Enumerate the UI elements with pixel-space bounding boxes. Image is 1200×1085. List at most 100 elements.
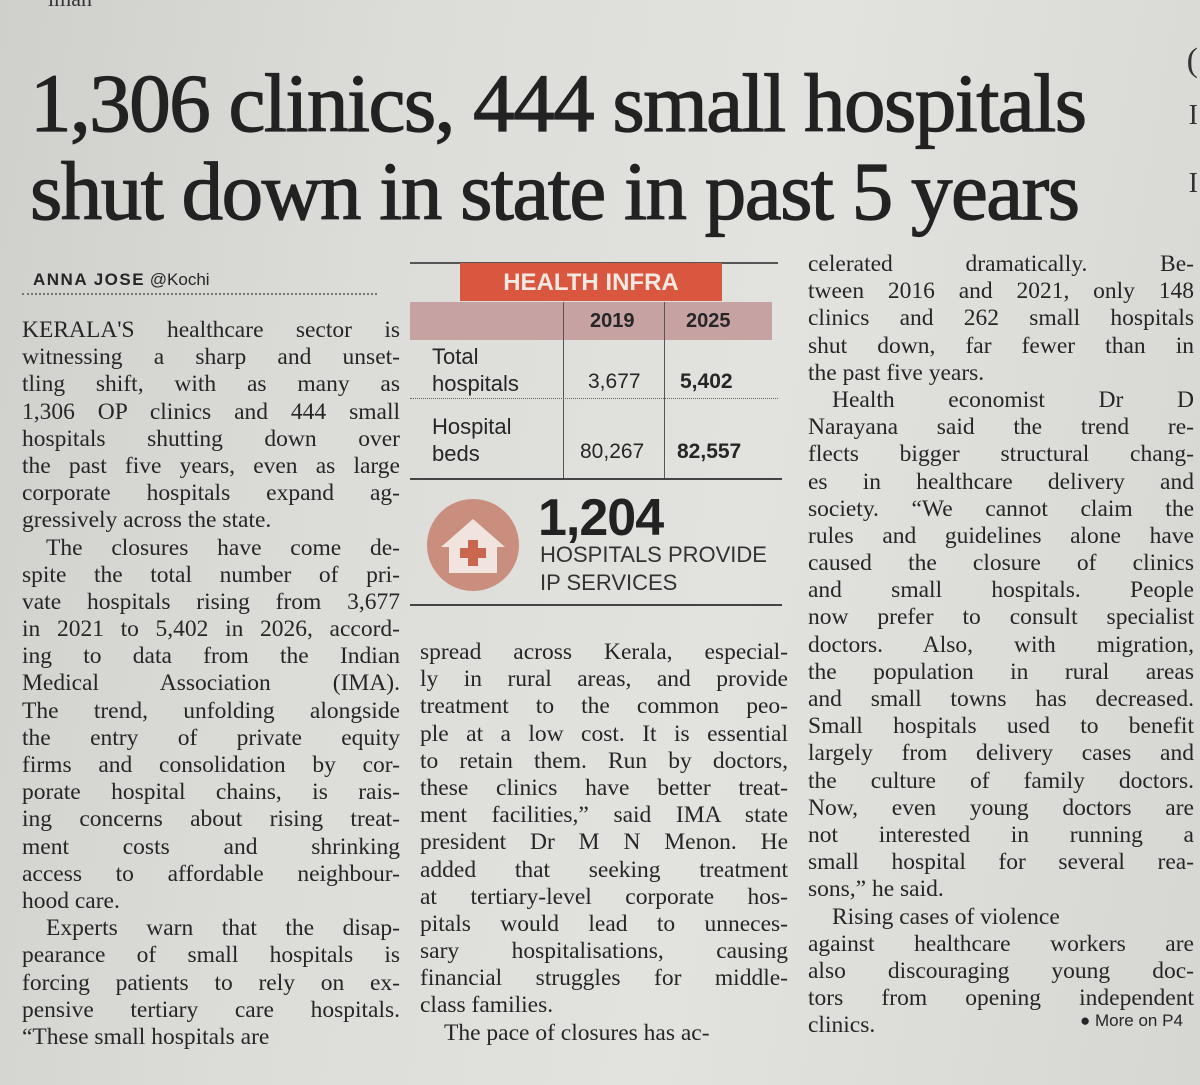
- article-text-line: celerated dramatically. Be-: [808, 251, 1194, 277]
- article-text-line: spite the total number of pri-: [22, 561, 400, 588]
- article-text-line: “These small hospitals are: [22, 1023, 270, 1050]
- article-text-line: KERALA'S healthcare sector is: [22, 317, 400, 343]
- row-label-line: Hospital: [432, 414, 512, 439]
- article-text-line: clinics.: [808, 1012, 876, 1039]
- article-text-line: rules and guidelines alone have: [808, 522, 1194, 549]
- article-text-line: Medical Association (IMA).: [22, 670, 400, 697]
- article-column-2: spread across Kerala, especial-ly in rur…: [420, 639, 788, 1047]
- article-text-line: now prefer to consult specialist: [808, 604, 1194, 631]
- article-text-line: the population in rural areas: [808, 658, 1194, 685]
- article-text-line: pensive tertiary care hospitals.: [22, 996, 400, 1023]
- article-column-1: KERALA'S healthcare sector is witnessing …: [22, 317, 400, 1051]
- table-header-band: [410, 302, 772, 340]
- article-text-line: ment facilities,” said IMA state: [420, 802, 788, 829]
- article-text-line: treatment to the common peo-: [420, 693, 788, 720]
- article-text-line: pitals would lead to unneces-: [420, 910, 788, 937]
- article-text-line: flects bigger structural chang-: [808, 441, 1194, 468]
- article-text-line: pearance of small hospitals is: [22, 942, 400, 969]
- article-text-line: sary hospitalisations, causing: [420, 938, 788, 965]
- article-text-line: small hospital for several rea-: [808, 849, 1194, 876]
- article-text-line: the past five years.: [808, 359, 985, 386]
- year-header-2025: 2025: [686, 310, 731, 332]
- article-text-line: Small hospitals used to benefit: [808, 713, 1194, 740]
- column-divider: [563, 302, 564, 478]
- adjacent-article-fragment: I: [1188, 168, 1198, 199]
- infobox-title: HEALTH INFRA: [460, 263, 722, 301]
- article-text-line: the culture of family doctors.: [808, 767, 1194, 794]
- article-text-line: Now, even young doctors are: [808, 794, 1194, 821]
- article-text-line: access to affordable neighbour-: [22, 860, 400, 887]
- article-text-line: shut down, far fewer than in: [808, 332, 1194, 359]
- byline: ANNA JOSE @Kochi: [33, 270, 210, 290]
- article-text-line: corporate hospitals expand ag-: [22, 480, 400, 507]
- article-text-line: gressively across the state.: [22, 507, 272, 534]
- article-text-line: and small towns has decreased.: [808, 686, 1194, 712]
- article-text-line: sons,” he said.: [808, 876, 944, 903]
- ip-hospitals-caption: HOSPITALS PROVIDE IP SERVICES: [540, 541, 767, 597]
- adjacent-article-fragment: (: [1186, 42, 1198, 79]
- article-text-line: forcing patients to rely on ex-: [22, 969, 400, 996]
- adjacent-article-fragment: I: [1188, 100, 1198, 131]
- article-column-3: celerated dramatically. Be-tween 2016 an…: [808, 251, 1194, 1039]
- article-text-line: and small hospitals. People: [808, 577, 1194, 604]
- health-infra-infobox: HEALTH INFRA 2019 2025 Total hospitals 3…: [410, 262, 782, 607]
- year-header-2019: 2019: [590, 310, 635, 332]
- article-text-line: 1,306 OP clinics and 444 small: [22, 398, 400, 425]
- continuation-note: ● More on P4: [1080, 1011, 1183, 1031]
- article-text-line: tors from opening independent: [808, 985, 1194, 1012]
- article-text-line: clinics and 262 small hospitals: [808, 305, 1194, 332]
- article-text-line: Narayana said the trend re-: [808, 414, 1194, 441]
- article-text-line: firms and consolidation by cor-: [22, 752, 400, 778]
- total-hospitals-2025: 5,402: [680, 370, 733, 393]
- article-text-line: the entry of private equity: [22, 724, 400, 751]
- article-text-line: Rising cases of violence: [832, 903, 1060, 930]
- hospital-beds-2019: 80,267: [580, 440, 645, 463]
- row-label-line: beds: [432, 441, 480, 466]
- article-text-line: financial struggles for middle-: [420, 965, 788, 992]
- total-hospitals-2019: 3,677: [588, 370, 641, 393]
- caption-line: HOSPITALS PROVIDE: [540, 542, 767, 567]
- article-text-line: The closures have come de-: [46, 534, 400, 561]
- article-text-line: society. “We cannot claim the: [808, 495, 1194, 522]
- byline-divider: [22, 293, 377, 295]
- article-text-line: class families.: [420, 992, 554, 1019]
- article-text-line: hospitals shutting down over: [22, 425, 400, 452]
- hospital-beds-2025: 82,557: [677, 440, 742, 463]
- headline-line-1: 1,306 clinics, 444 small hospitals: [29, 57, 1087, 149]
- row-divider: [410, 398, 778, 399]
- byline-location: @Kochi: [149, 270, 210, 289]
- article-text-line: tween 2016 and 2021, only 148: [808, 278, 1194, 305]
- byline-author: ANNA JOSE: [33, 270, 146, 289]
- article-text-line: also discouraging young doc-: [808, 957, 1194, 984]
- row-label-hospital-beds: Hospital beds: [432, 413, 511, 467]
- infobox-mid-rule: [410, 478, 782, 480]
- article-text-line: these clinics have better treat-: [420, 774, 788, 801]
- row-label-line: hospitals: [432, 371, 519, 396]
- article-text-line: witnessing a sharp and unset-: [22, 344, 400, 371]
- row-label-line: Total: [432, 344, 479, 369]
- infobox-bottom-rule: [410, 604, 782, 606]
- article-text-line: spread across Kerala, especial-: [420, 639, 788, 665]
- article-text-line: to retain them. Run by doctors,: [420, 747, 788, 774]
- bullet-icon: ●: [1080, 1011, 1091, 1030]
- article-text-line: not interested in running a: [808, 821, 1194, 848]
- more-on-page-label: More on P4: [1095, 1011, 1183, 1030]
- article-text-line: caused the closure of clinics: [808, 550, 1194, 577]
- article-text-line: ing concerns about rising treat-: [22, 806, 400, 833]
- ip-hospitals-stat: 1,204: [538, 489, 664, 547]
- row-label-total-hospitals: Total hospitals: [432, 343, 519, 397]
- article-text-line: The trend, unfolding alongside: [22, 697, 400, 724]
- article-text-line: ment costs and shrinking: [22, 833, 400, 860]
- article-text-line: porate hospital chains, is rais-: [22, 779, 400, 806]
- article-text-line: in 2021 to 5,402 in 2026, accord-: [22, 616, 400, 643]
- article-text-line: es in healthcare delivery and: [808, 468, 1194, 495]
- article-text-line: The pace of closures has ac-: [444, 1019, 710, 1046]
- article-text-line: largely from delivery cases and: [808, 740, 1194, 767]
- previous-article-fragment: iman: [48, 0, 92, 12]
- article-text-line: president Dr M N Menon. He: [420, 829, 788, 856]
- article-text-line: ing to data from the Indian: [22, 643, 400, 670]
- article-text-line: against healthcare workers are: [808, 930, 1194, 957]
- article-text-line: Health economist Dr D: [832, 386, 1194, 413]
- article-text-line: ple at a low cost. It is essential: [420, 720, 788, 747]
- article-text-line: at tertiary-level corporate hos-: [420, 883, 788, 910]
